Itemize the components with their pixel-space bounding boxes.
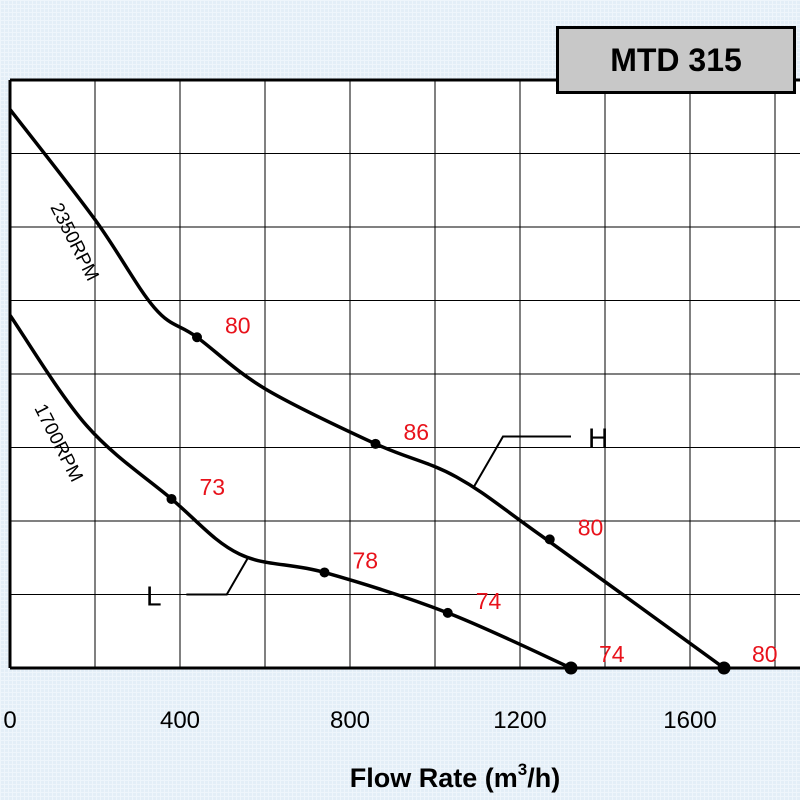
series-leaders: HL xyxy=(146,423,608,612)
efficiency-label: 80 xyxy=(225,312,251,338)
series-point xyxy=(319,567,330,578)
series-line xyxy=(8,108,726,670)
series-leader-line xyxy=(186,557,249,596)
efficiency-label: 74 xyxy=(476,588,502,614)
x-tick-label: 400 xyxy=(160,707,200,734)
chart-title: MTD 315 xyxy=(556,26,796,94)
x-tick-label: 1600 xyxy=(663,707,716,734)
series-point xyxy=(544,534,555,545)
series-name-label: L xyxy=(146,581,162,612)
efficiency-label: 78 xyxy=(353,547,379,573)
series-point xyxy=(166,493,177,504)
series-point xyxy=(442,607,453,618)
efficiency-label: 80 xyxy=(752,641,778,667)
series-leader-line xyxy=(472,435,571,489)
x-axis-label: Flow Rate (m3/h) xyxy=(350,760,560,793)
efficiency-label: 74 xyxy=(599,641,625,667)
x-tick-label: 1200 xyxy=(493,707,546,734)
series-point xyxy=(717,661,731,675)
grid xyxy=(10,80,800,668)
x-tick-label: 800 xyxy=(330,707,370,734)
efficiency-label: 80 xyxy=(578,514,604,540)
efficiency-label: 86 xyxy=(404,419,430,445)
series-point xyxy=(370,438,381,449)
efficiency-label: 73 xyxy=(200,474,226,500)
x-tick-label: 0 xyxy=(3,707,16,734)
series-point xyxy=(564,661,578,675)
series-name-label: H xyxy=(588,423,608,454)
series-point xyxy=(192,332,202,343)
x-tick-labels: 0 400 800 1200 1600 xyxy=(3,707,716,734)
